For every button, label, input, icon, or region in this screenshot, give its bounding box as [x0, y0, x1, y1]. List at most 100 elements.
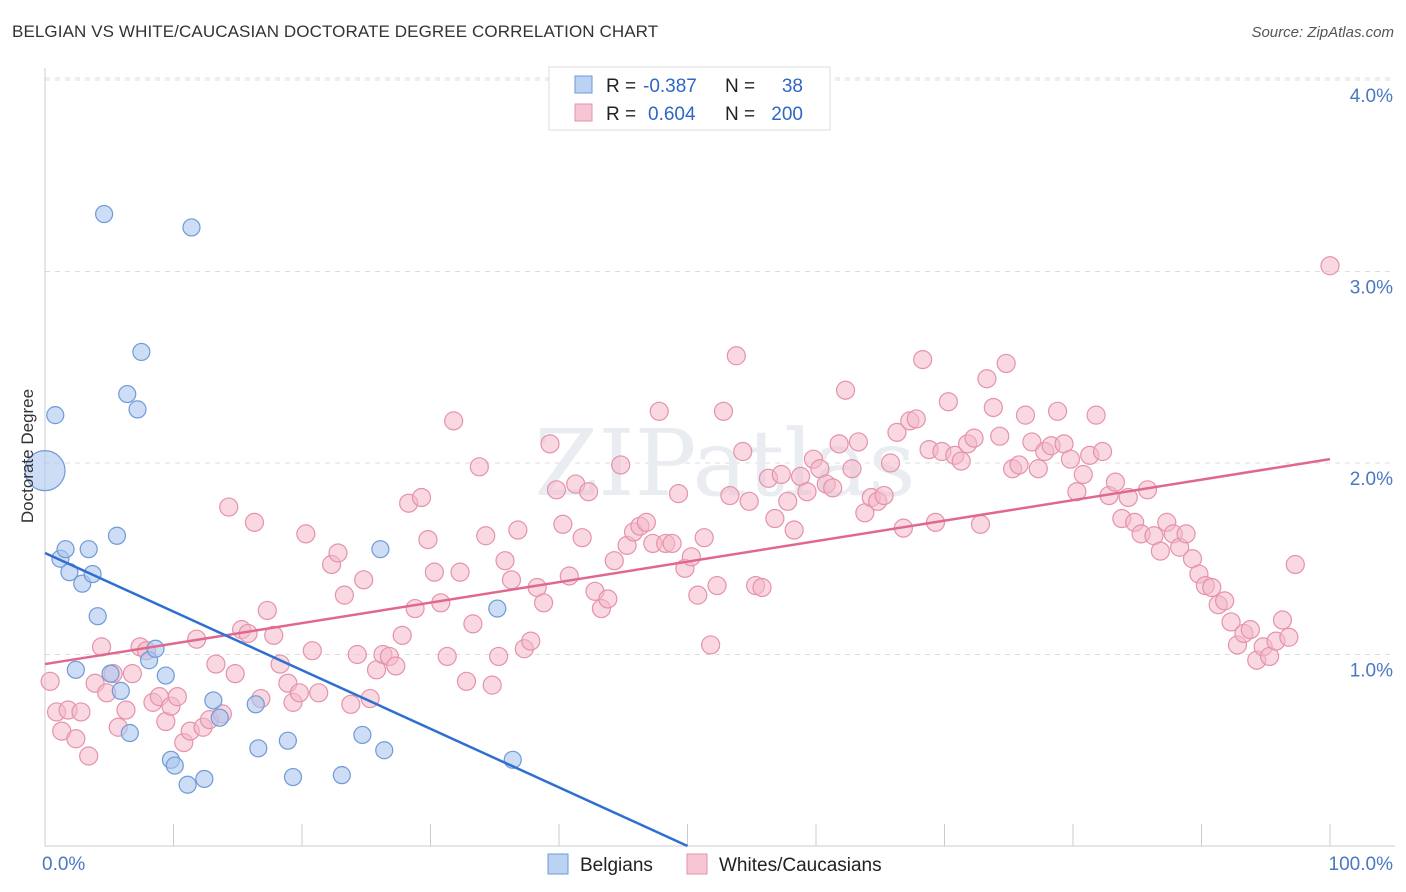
- white-point-56: [405, 598, 425, 619]
- belgian-point-30: [278, 731, 297, 750]
- legend-box: [548, 66, 831, 131]
- belgian-point-5: [66, 660, 85, 679]
- white-point-102: [701, 635, 721, 655]
- legend-r-value-0: -0.387: [643, 76, 697, 97]
- series-legend: Belgians Whites/Caucasians: [547, 853, 882, 876]
- white-point-151: [1015, 405, 1036, 425]
- legend-n-label-1: N =: [725, 104, 755, 125]
- y-tick-label-0: 1.0%: [1350, 661, 1393, 682]
- belgian-point-34: [371, 540, 390, 559]
- belgians-points: [24, 204, 522, 794]
- white-point-123: [835, 380, 856, 400]
- white-point-105: [720, 485, 740, 506]
- white-point-176: [1176, 524, 1196, 544]
- belgian-point-16: [128, 400, 147, 419]
- white-point-47: [347, 644, 367, 665]
- white-point-5: [71, 702, 91, 722]
- white-point-42: [309, 683, 329, 703]
- white-point-193: [1285, 554, 1305, 575]
- belgian-point-32: [332, 766, 351, 785]
- white-point-83: [578, 482, 599, 502]
- white-point-148: [996, 353, 1016, 374]
- belgian-point-36: [488, 599, 507, 618]
- white-point-135: [913, 349, 933, 370]
- white-point-110: [752, 577, 772, 598]
- white-point-143: [964, 428, 984, 448]
- bottom-legend-swatch-belgians: [547, 853, 569, 875]
- belgian-point-10: [95, 204, 114, 224]
- white-point-100: [688, 585, 708, 605]
- white-point-125: [848, 432, 869, 452]
- white-point-153: [1028, 459, 1048, 479]
- belgian-point-15: [120, 723, 139, 743]
- belgian-point-13: [111, 681, 130, 700]
- white-point-71: [501, 570, 522, 590]
- belgian-point-27: [210, 708, 229, 727]
- white-point-147: [990, 426, 1010, 446]
- belgian-point-22: [165, 756, 184, 775]
- white-point-183: [1221, 612, 1241, 632]
- white-point-82: [572, 528, 592, 548]
- correlation-legend: R = -0.387 N = 38 R = 0.604 N = 200: [548, 66, 831, 131]
- white-point-74: [521, 631, 541, 651]
- belgian-point-23: [178, 775, 197, 794]
- white-point-34: [257, 600, 277, 621]
- belgian-point-14: [118, 384, 137, 404]
- belgian-point-17: [132, 342, 151, 362]
- belgian-point-7: [79, 540, 98, 559]
- white-point-12: [116, 700, 136, 720]
- belgian-point-9: [88, 607, 107, 626]
- white-point-107: [733, 441, 753, 462]
- white-point-58: [418, 529, 438, 550]
- white-point-66: [469, 457, 489, 477]
- white-point-67: [476, 526, 496, 546]
- legend-n-label-0: N =: [725, 76, 755, 97]
- white-point-59: [424, 562, 444, 582]
- white-point-96: [662, 533, 682, 554]
- white-point-62: [444, 411, 464, 431]
- white-point-26: [206, 654, 226, 674]
- white-point-54: [392, 625, 412, 645]
- white-point-64: [456, 671, 477, 691]
- belgian-point-31: [283, 767, 303, 787]
- white-point-152: [1022, 432, 1042, 452]
- white-point-69: [489, 646, 509, 667]
- white-point-141: [951, 451, 971, 471]
- legend-r-value-1: 0.604: [648, 104, 696, 125]
- y-tick-label-1: 2.0%: [1350, 469, 1393, 490]
- belgian-point-11: [101, 664, 120, 683]
- white-point-139: [938, 392, 958, 412]
- white-point-68: [482, 675, 502, 695]
- white-point-41: [302, 641, 322, 661]
- white-point-79: [553, 514, 573, 534]
- white-point-39: [289, 683, 310, 703]
- white-point-94: [649, 401, 669, 421]
- white-point-53: [386, 656, 406, 676]
- white-point-28: [219, 497, 239, 517]
- white-point-103: [707, 575, 727, 596]
- white-point-57: [411, 487, 432, 508]
- white-point-156: [1047, 401, 1068, 421]
- white-point-20: [167, 687, 187, 707]
- white-point-129: [874, 485, 894, 506]
- legend-n-value-1: 200: [771, 104, 803, 125]
- white-point-61: [437, 646, 457, 667]
- white-point-86: [598, 589, 618, 609]
- white-point-144: [970, 514, 991, 534]
- white-point-124: [842, 459, 862, 479]
- white-point-115: [784, 520, 804, 540]
- belgian-point-1: [46, 406, 65, 425]
- white-point-46: [341, 694, 361, 714]
- legend-swatch-whites: [574, 103, 593, 122]
- legend-swatch-belgians: [574, 75, 593, 94]
- legend-n-value-0: 38: [782, 76, 803, 97]
- white-point-40: [296, 524, 316, 544]
- white-point-104: [713, 401, 734, 421]
- white-point-45: [334, 585, 355, 605]
- bottom-legend-swatch-whites: [686, 853, 708, 875]
- y-tick-label-3: 4.0%: [1350, 86, 1393, 107]
- white-point-87: [604, 551, 624, 571]
- white-point-130: [880, 453, 901, 473]
- belgian-point-0: [24, 450, 66, 492]
